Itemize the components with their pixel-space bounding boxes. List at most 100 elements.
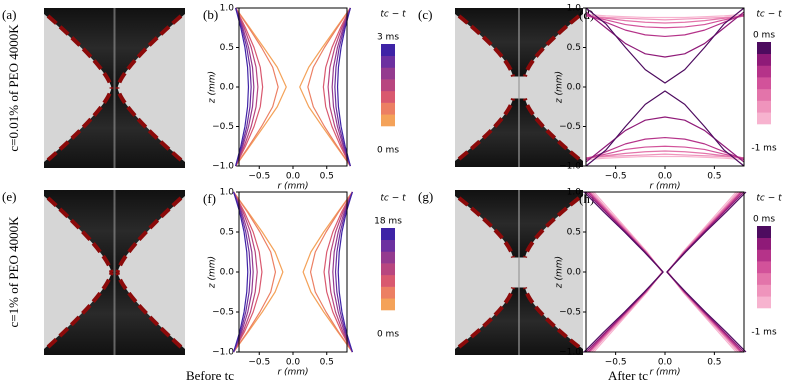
x-tick-label: 0.0 [658, 172, 673, 182]
curve [302, 191, 353, 353]
photo-contour [46, 196, 183, 274]
y-tick-label: 0.0 [220, 268, 235, 278]
curve [233, 191, 284, 353]
colorbar-swatch [381, 228, 395, 241]
colorbar-swatch [757, 296, 771, 309]
colorbar-title: tc − t [756, 10, 782, 20]
y-tick-label: 0.0 [567, 83, 582, 93]
colorbar-swatch [757, 77, 771, 90]
panel-label: (c) [418, 7, 432, 22]
colorbar-swatch [381, 239, 395, 252]
colorbar-swatch [381, 274, 395, 287]
colorbar-label: -1 ms [751, 328, 777, 338]
curve [585, 155, 745, 161]
curve [337, 191, 353, 353]
panel-label: (f) [203, 191, 216, 206]
colorbar-swatch [381, 114, 395, 127]
panel-label: (a) [2, 7, 16, 22]
curve [585, 90, 745, 167]
curve [585, 7, 745, 84]
curve [585, 13, 745, 19]
curve [309, 191, 353, 353]
y-axis-label: z (mm) [208, 71, 218, 104]
curve [666, 191, 743, 353]
colorbar-title: tc − t [756, 194, 782, 204]
curve [585, 116, 745, 163]
curve [585, 15, 745, 24]
y-axis-label: z (mm) [208, 256, 218, 289]
x-axis-label: r (mm) [649, 182, 680, 192]
colorbar-swatch [757, 112, 771, 125]
y-tick-label: −1.0 [559, 348, 581, 358]
colorbar-label: 18 ms [374, 217, 402, 227]
x-axis-label: r (mm) [277, 182, 308, 192]
colorbar-label: -1 ms [751, 144, 777, 154]
column-label: Before tc [186, 368, 234, 383]
curve [235, 7, 250, 167]
colorbar-label: 0 ms [377, 330, 399, 340]
curve [593, 191, 663, 353]
row-label: c=1% of PEO 4000K [6, 216, 21, 328]
x-tick-label: 0.5 [707, 172, 721, 182]
colorbar-swatch [381, 263, 395, 276]
plot-frame [238, 7, 348, 167]
curve [328, 191, 353, 353]
y-tick-label: 1.0 [567, 188, 582, 198]
curve [585, 150, 745, 159]
curve [233, 191, 263, 353]
photo-contour [457, 286, 581, 349]
colorbar-swatch [381, 67, 395, 80]
photo-contour [457, 14, 581, 78]
plot: −0.5 0.0 0.5−1.0−0.50.00.51.0r (mm)z (mm)(… [555, 4, 783, 192]
colorbar-swatch [757, 100, 771, 113]
curve [583, 191, 664, 353]
colorbar-swatch [381, 298, 395, 311]
colorbar-swatch [757, 284, 771, 297]
y-tick-label: −1.0 [559, 162, 581, 172]
x-tick-label: 0.0 [286, 358, 301, 368]
curve [332, 191, 353, 353]
curve [585, 145, 745, 159]
curve [235, 7, 279, 167]
colorbar-swatch [381, 286, 395, 299]
x-tick-label: −0.5 [605, 172, 627, 182]
photo-contour [457, 97, 581, 161]
x-tick-label: −0.5 [248, 358, 270, 368]
curve [235, 7, 255, 167]
colorbar-swatch [381, 251, 395, 264]
curve [589, 191, 664, 353]
y-tick-label: 1.0 [220, 188, 235, 198]
y-tick-label: 1.0 [567, 4, 582, 14]
colorbar-swatch [381, 44, 395, 57]
colorbar-swatch [757, 65, 771, 78]
colorbar-swatch [757, 53, 771, 66]
curve [336, 7, 351, 167]
x-axis-label: r (mm) [277, 368, 308, 378]
curve [327, 7, 351, 167]
curve [235, 7, 252, 167]
curve [233, 191, 254, 353]
y-tick-label: −0.5 [559, 122, 581, 132]
curve [588, 191, 664, 353]
plot-frame [585, 7, 745, 167]
y-tick-label: −0.5 [559, 308, 581, 318]
photo-contour [46, 271, 183, 349]
colorbar-swatch [757, 237, 771, 250]
curve [233, 191, 252, 353]
colorbar-swatch [757, 249, 771, 262]
y-tick-label: 0.5 [220, 43, 234, 53]
colorbar-title: tc − t [380, 10, 406, 20]
curve [323, 191, 353, 353]
x-tick-label: 0.5 [320, 172, 334, 182]
column-label: After tc [608, 368, 648, 383]
x-tick-label: 0.0 [658, 358, 673, 368]
colorbar-swatch [381, 102, 395, 115]
curve [334, 191, 353, 353]
colorbar-swatch [757, 272, 771, 285]
panel-label: (e) [2, 189, 16, 204]
colorbar-swatch [757, 88, 771, 101]
curve [235, 7, 287, 167]
colorbar-swatch [757, 42, 771, 55]
plot-frame [585, 191, 745, 353]
